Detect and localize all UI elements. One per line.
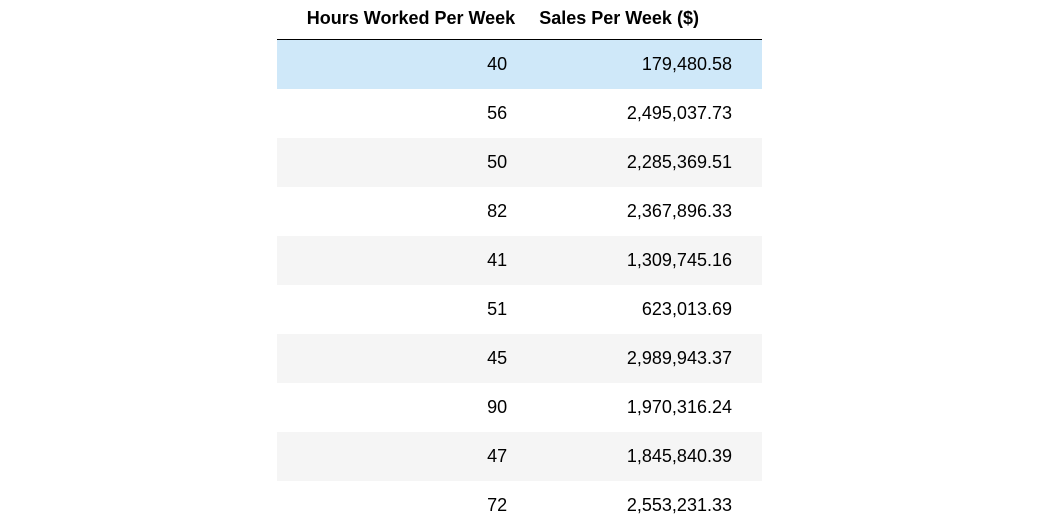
table-row: 411,309,745.16 bbox=[277, 236, 762, 285]
cell-hours: 41 bbox=[277, 236, 529, 285]
table-row: 452,989,943.37 bbox=[277, 334, 762, 383]
cell-hours: 72 bbox=[277, 481, 529, 530]
cell-hours: 82 bbox=[277, 187, 529, 236]
table-row: 40179,480.58 bbox=[277, 40, 762, 89]
table-row: 51623,013.69 bbox=[277, 285, 762, 334]
column-header-sales: Sales Per Week ($) bbox=[529, 2, 762, 40]
column-header-hours: Hours Worked Per Week bbox=[277, 2, 529, 40]
table-row: 901,970,316.24 bbox=[277, 383, 762, 432]
table-header-row: Hours Worked Per Week Sales Per Week ($) bbox=[277, 2, 762, 40]
cell-hours: 56 bbox=[277, 89, 529, 138]
cell-hours: 47 bbox=[277, 432, 529, 481]
table-row: 502,285,369.51 bbox=[277, 138, 762, 187]
cell-hours: 51 bbox=[277, 285, 529, 334]
cell-sales: 1,970,316.24 bbox=[529, 383, 762, 432]
cell-sales: 2,285,369.51 bbox=[529, 138, 762, 187]
table-row: 471,845,840.39 bbox=[277, 432, 762, 481]
cell-sales: 1,845,840.39 bbox=[529, 432, 762, 481]
table-row: 562,495,037.73 bbox=[277, 89, 762, 138]
table-body: 40179,480.58562,495,037.73502,285,369.51… bbox=[277, 40, 762, 530]
table-row: 722,553,231.33 bbox=[277, 481, 762, 530]
table-row: 822,367,896.33 bbox=[277, 187, 762, 236]
data-table-container: Hours Worked Per Week Sales Per Week ($)… bbox=[277, 2, 762, 528]
cell-sales: 2,367,896.33 bbox=[529, 187, 762, 236]
cell-hours: 50 bbox=[277, 138, 529, 187]
cell-sales: 179,480.58 bbox=[529, 40, 762, 89]
cell-hours: 45 bbox=[277, 334, 529, 383]
cell-sales: 2,553,231.33 bbox=[529, 481, 762, 530]
cell-sales: 1,309,745.16 bbox=[529, 236, 762, 285]
cell-sales: 2,495,037.73 bbox=[529, 89, 762, 138]
cell-hours: 40 bbox=[277, 40, 529, 89]
cell-hours: 90 bbox=[277, 383, 529, 432]
data-table: Hours Worked Per Week Sales Per Week ($)… bbox=[277, 2, 762, 530]
cell-sales: 623,013.69 bbox=[529, 285, 762, 334]
cell-sales: 2,989,943.37 bbox=[529, 334, 762, 383]
